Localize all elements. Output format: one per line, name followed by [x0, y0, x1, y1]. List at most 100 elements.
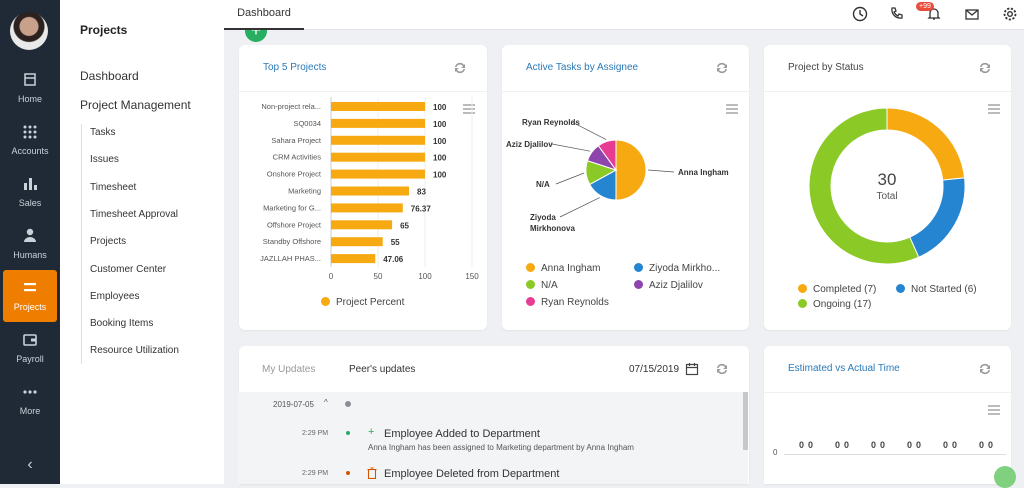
- bar[interactable]: [331, 186, 410, 196]
- legend-item[interactable]: Aziz Djalilov: [634, 280, 703, 291]
- active-tasks-card: Active Tasks by Assignee Anna Ingham Aziz…: [502, 45, 749, 330]
- legend-item[interactable]: Ongoing (17): [798, 299, 871, 310]
- donut-slice[interactable]: [808, 107, 920, 265]
- avatar[interactable]: [10, 12, 48, 50]
- nav-item-projects[interactable]: Projects: [3, 270, 57, 322]
- timeline-node: [346, 431, 350, 435]
- refresh-icon[interactable]: [978, 61, 992, 75]
- legend-swatch: [526, 263, 535, 272]
- sidebar-item-booking-items[interactable]: Booking Items: [90, 318, 154, 330]
- entry-title[interactable]: Employee Deleted from Department: [384, 468, 560, 480]
- collapse-icon[interactable]: ‹: [27, 456, 33, 473]
- data-label: 65: [400, 221, 409, 230]
- menu-icon[interactable]: [988, 104, 1000, 114]
- person-icon: [24, 228, 36, 242]
- x-tick-label: 0: [329, 272, 334, 281]
- sidebar-item-customer-center[interactable]: Customer Center: [90, 263, 167, 275]
- entry-time: 2:29 PM: [302, 430, 329, 437]
- menu-icon[interactable]: [726, 104, 738, 114]
- legend-item[interactable]: N/A: [526, 280, 558, 291]
- sidebar-item-resource-utilization[interactable]: Resource Utilization: [90, 345, 179, 357]
- mail-icon[interactable]: [964, 6, 980, 22]
- bell-icon[interactable]: [926, 6, 942, 22]
- entry-description: Anna Ingham has been assigned to Marketi…: [368, 443, 634, 452]
- refresh-icon[interactable]: [453, 61, 467, 75]
- nav-item-humans[interactable]: Humans: [0, 218, 60, 270]
- bar[interactable]: [331, 102, 425, 111]
- grid-icon: [23, 125, 37, 139]
- bar[interactable]: [331, 169, 425, 179]
- list-icon: [24, 283, 36, 292]
- entry-title[interactable]: Employee Added to Department: [384, 428, 540, 440]
- data-label: 47.06: [383, 255, 404, 264]
- sidebar-item-projects[interactable]: Projects: [90, 236, 127, 248]
- donut-slice[interactable]: [909, 177, 966, 258]
- y-tick-label: Marketing for G...: [263, 203, 321, 212]
- gear-icon[interactable]: [1002, 6, 1018, 22]
- x-tick-label: 100: [418, 272, 432, 281]
- refresh-icon[interactable]: [715, 362, 729, 376]
- sidebar-item-timesheet[interactable]: Timesheet: [90, 181, 137, 193]
- sidebar-item-timesheet-approval[interactable]: Timesheet Approval: [90, 208, 179, 220]
- sidebar-item-employees[interactable]: Employees: [90, 290, 140, 302]
- card-title: Estimated vs Actual Time: [788, 363, 900, 374]
- bar[interactable]: [331, 237, 383, 247]
- bar-chart-icon: [24, 178, 37, 190]
- nav-item-more[interactable]: More: [0, 374, 60, 426]
- calendar-icon[interactable]: [685, 362, 699, 376]
- feed-scrollbar[interactable]: [743, 392, 748, 450]
- refresh-icon[interactable]: [715, 61, 729, 75]
- date-field[interactable]: 07/15/2019: [629, 364, 680, 375]
- bar[interactable]: [331, 118, 425, 128]
- slice-label: N/A: [536, 180, 550, 189]
- tab-dashboard[interactable]: Dashboard: [224, 0, 304, 30]
- legend-item[interactable]: Ryan Reynolds: [526, 297, 609, 308]
- tab-peer-updates[interactable]: Peer's updates: [349, 364, 416, 375]
- card-title: Project by Status: [788, 62, 864, 73]
- nav-item-accounts[interactable]: Accounts: [0, 114, 60, 166]
- pie-slice[interactable]: [597, 139, 617, 172]
- phone-icon[interactable]: [889, 6, 905, 22]
- legend-label: Not Started (6): [911, 284, 977, 295]
- clock-icon[interactable]: [852, 6, 868, 22]
- legend-label: Ongoing (17): [813, 299, 872, 310]
- nav-rail: Home Accounts Sales Humans Projects Payroll Mo…: [0, 0, 60, 484]
- refresh-icon[interactable]: [978, 362, 992, 376]
- sidebar-item-issues[interactable]: Issues: [90, 154, 119, 166]
- bar[interactable]: [331, 254, 376, 264]
- menu-icon[interactable]: [988, 405, 1000, 415]
- top5-projects-card: Top 5 Projects 0 50 100 150 Non-project rela…: [239, 45, 487, 330]
- nav-item-home[interactable]: Home: [0, 62, 60, 114]
- slice-label: Ziyoda Mirkhonova: [530, 213, 575, 233]
- sidebar-item-tasks[interactable]: Tasks: [90, 127, 116, 138]
- legend-item[interactable]: Anna Ingham: [526, 263, 601, 274]
- chat-icon[interactable]: [994, 466, 1016, 488]
- bar[interactable]: [331, 220, 393, 230]
- bar[interactable]: [331, 203, 403, 213]
- data-label: 0: [835, 440, 841, 450]
- legend-item[interactable]: Ziyoda Mirkho...: [634, 263, 720, 274]
- slice-label: Anna Ingham: [678, 168, 729, 177]
- add-icon: +: [368, 426, 375, 438]
- legend-item[interactable]: Completed (7): [798, 284, 876, 295]
- legend-item[interactable]: Not Started (6): [896, 284, 977, 295]
- sidebar-item-project-management[interactable]: Project Management: [80, 98, 191, 112]
- donut-slice[interactable]: [886, 107, 966, 181]
- collapse-group-icon[interactable]: ^: [324, 398, 328, 407]
- data-label: 100: [433, 171, 447, 180]
- pie-slice[interactable]: [615, 139, 647, 201]
- y-tick-label: Non-project rela...: [261, 102, 321, 111]
- project-status-card: Project by Status 30 Total Completed (7) N…: [764, 45, 1011, 330]
- menu-icon[interactable]: [463, 104, 475, 114]
- nav-item-sales[interactable]: Sales: [0, 166, 60, 218]
- tab-my-updates[interactable]: My Updates: [262, 364, 316, 375]
- bar[interactable]: [331, 152, 425, 162]
- card-divider: [764, 392, 1011, 393]
- donut-center-label: Total: [876, 191, 897, 202]
- nav-item-payroll[interactable]: Payroll: [0, 322, 60, 374]
- sidebar-item-dashboard[interactable]: Dashboard: [80, 69, 139, 83]
- legend-swatch: [798, 284, 807, 293]
- bar[interactable]: [331, 135, 425, 145]
- data-label: 100: [433, 137, 447, 146]
- legend-swatch: [321, 297, 330, 306]
